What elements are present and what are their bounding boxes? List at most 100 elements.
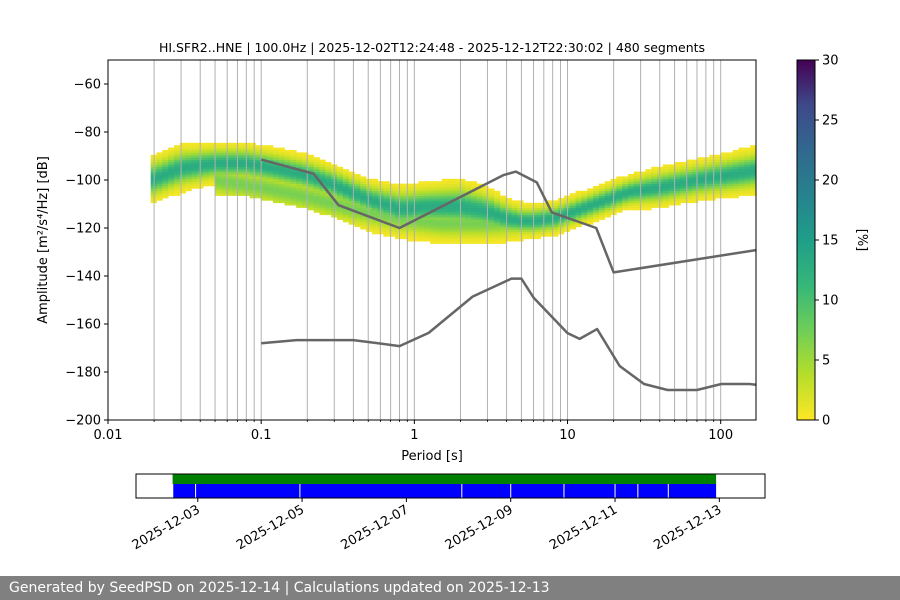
- histogram-cell: [430, 226, 437, 230]
- x-tick-label: 1: [410, 428, 418, 443]
- histogram-cell: [418, 195, 425, 199]
- histogram-cell: [732, 157, 739, 160]
- histogram-cell: [267, 193, 274, 196]
- histogram-cell: [319, 195, 326, 199]
- histogram-cell: [249, 193, 256, 196]
- histogram-cell: [715, 164, 722, 168]
- histogram-cell: [494, 224, 501, 228]
- histogram-cell: [395, 202, 402, 206]
- histogram-cell: [319, 169, 326, 172]
- histogram-cell: [476, 198, 483, 201]
- histogram-cell: [208, 154, 216, 158]
- histogram-cell: [255, 154, 262, 158]
- histogram-cell: [272, 186, 280, 189]
- timeline-tick-label: 2025-12-03: [130, 502, 203, 553]
- histogram-cell: [645, 181, 652, 184]
- histogram-cell: [173, 181, 181, 184]
- histogram-cell: [709, 162, 716, 165]
- histogram-cell: [179, 178, 187, 182]
- histogram-cell: [354, 224, 361, 228]
- histogram-cell: [313, 186, 320, 189]
- histogram-cell: [639, 171, 646, 175]
- histogram-cell: [290, 152, 297, 156]
- histogram-cell: [354, 202, 361, 206]
- histogram-cell: [587, 188, 594, 192]
- histogram-cell: [203, 169, 210, 172]
- histogram-cell: [168, 152, 175, 156]
- histogram-cell: [622, 181, 629, 184]
- histogram-cell: [529, 202, 536, 206]
- histogram-cell: [302, 186, 309, 189]
- histogram-cell: [587, 200, 594, 204]
- histogram-cell: [156, 193, 163, 196]
- histogram-cell: [168, 188, 175, 192]
- histogram-cell: [633, 171, 640, 175]
- histogram-cell: [453, 217, 460, 220]
- histogram-cell: [336, 207, 344, 211]
- histogram-cell: [156, 188, 163, 192]
- histogram-cell: [633, 183, 640, 187]
- x-tick-label: 0.1: [251, 428, 272, 443]
- histogram-cell: [383, 214, 390, 218]
- histogram-cell: [482, 186, 489, 189]
- histogram-cell: [284, 157, 291, 160]
- histogram-cell: [348, 212, 355, 216]
- histogram-cell: [709, 154, 716, 158]
- histogram-cell: [697, 176, 705, 180]
- histogram-cell: [604, 195, 611, 199]
- histogram-cell: [191, 174, 198, 177]
- histogram-cell: [366, 217, 373, 220]
- histogram-cell: [220, 186, 227, 189]
- histogram-cell: [552, 207, 559, 211]
- histogram-cell: [290, 200, 297, 204]
- histogram-cell: [726, 176, 734, 180]
- histogram-cell: [534, 224, 542, 228]
- histogram-cell: [203, 171, 210, 175]
- histogram-cell: [162, 178, 169, 182]
- histogram-cell: [744, 164, 751, 168]
- histogram-cell: [435, 193, 443, 196]
- histogram-cell: [633, 202, 640, 206]
- timeline-tick-label: 2025-12-11: [547, 502, 620, 553]
- histogram-cell: [668, 183, 675, 187]
- histogram-cell: [412, 207, 419, 211]
- histogram-cell: [366, 193, 373, 196]
- histogram-cell: [162, 159, 169, 163]
- histogram-cell: [307, 183, 315, 187]
- histogram-cell: [430, 188, 437, 192]
- histogram-cell: [726, 164, 734, 168]
- histogram-cell: [476, 195, 483, 199]
- histogram-cell: [313, 202, 320, 206]
- histogram-cell: [348, 217, 355, 220]
- histogram-cell: [208, 181, 216, 184]
- histogram-cell: [447, 190, 454, 194]
- histogram-cell: [662, 200, 670, 204]
- histogram-cell: [290, 174, 297, 177]
- histogram-cell: [470, 183, 478, 187]
- histogram-cell: [587, 202, 594, 206]
- histogram-cell: [424, 190, 431, 194]
- histogram-cell: [284, 162, 291, 165]
- colorbar-tick-label: 0: [822, 414, 830, 429]
- histogram-cell: [715, 154, 722, 158]
- histogram-cell: [261, 157, 268, 160]
- histogram-cell: [505, 219, 512, 223]
- histogram-cell: [691, 188, 699, 192]
- histogram-cell: [395, 224, 402, 228]
- histogram-cell: [459, 210, 466, 213]
- histogram-cell: [243, 183, 251, 187]
- histogram-cell: [488, 195, 495, 199]
- histogram-cell: [400, 188, 408, 192]
- histogram-cell: [238, 157, 245, 160]
- histogram-cell: [517, 214, 524, 218]
- histogram-cell: [243, 152, 251, 156]
- histogram-cell: [639, 181, 646, 184]
- histogram-cell: [552, 210, 559, 213]
- histogram-cell: [383, 224, 390, 228]
- histogram-cell: [261, 150, 268, 153]
- histogram-cell: [168, 169, 175, 172]
- histogram-cell: [284, 190, 291, 194]
- histogram-cell: [430, 222, 437, 225]
- histogram-cell: [232, 147, 239, 151]
- histogram-cell: [191, 166, 198, 170]
